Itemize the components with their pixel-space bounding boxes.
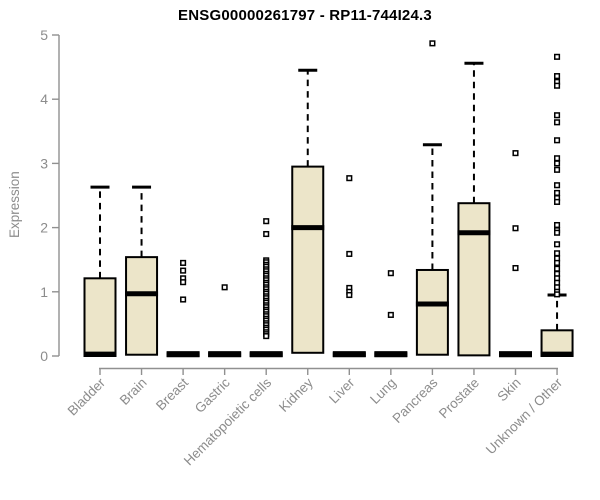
x-tick-label: Bladder bbox=[65, 375, 109, 419]
outlier-point bbox=[180, 267, 187, 274]
outlier-point bbox=[554, 182, 561, 189]
x-tick-label: Lung bbox=[367, 375, 399, 407]
outlier-point bbox=[263, 218, 270, 225]
box-pancreas bbox=[415, 40, 449, 356]
x-tick-label: Pancreas bbox=[390, 375, 441, 426]
y-tick-label: 5 bbox=[40, 27, 48, 43]
outlier-point bbox=[554, 137, 561, 144]
outlier-point bbox=[554, 265, 561, 272]
x-tick-label: Liver bbox=[326, 375, 358, 407]
outlier-point bbox=[221, 284, 228, 291]
outlier-point bbox=[180, 259, 187, 266]
outlier-point bbox=[554, 73, 561, 80]
outlier-point bbox=[554, 241, 561, 248]
y-tick-label: 4 bbox=[40, 91, 48, 107]
outlier-point bbox=[554, 82, 561, 89]
box-unknown-other bbox=[540, 53, 574, 358]
y-tick-label: 3 bbox=[40, 155, 48, 171]
box-bladder bbox=[83, 185, 117, 357]
outlier-point bbox=[554, 155, 561, 162]
x-tick-label: Prostate bbox=[436, 375, 482, 421]
outlier-point bbox=[346, 250, 353, 257]
outlier-point bbox=[387, 270, 394, 277]
outlier-point bbox=[346, 291, 353, 299]
box-kidney bbox=[291, 68, 325, 354]
outlier-point bbox=[554, 250, 561, 257]
box-prostate bbox=[457, 61, 491, 357]
outlier-point bbox=[263, 230, 270, 238]
outlier-point bbox=[554, 189, 561, 196]
box-lung bbox=[374, 270, 408, 358]
outlier-point bbox=[387, 311, 394, 318]
outlier-point bbox=[263, 333, 270, 340]
outlier-point bbox=[512, 264, 519, 272]
outlier-point bbox=[554, 119, 561, 126]
outlier-point bbox=[554, 259, 561, 266]
outlier-point bbox=[554, 160, 561, 167]
box-hematopoietic-cells bbox=[249, 218, 283, 358]
x-tick-label: Breast bbox=[153, 375, 191, 413]
box-gastric bbox=[208, 284, 242, 358]
x-tick-label: Skin bbox=[494, 375, 523, 404]
outlier-point bbox=[512, 150, 519, 157]
y-tick-label: 0 bbox=[40, 348, 48, 364]
box-rect bbox=[83, 277, 117, 357]
y-tick-label: 1 bbox=[40, 284, 48, 300]
outlier-point bbox=[554, 229, 561, 236]
box-brain bbox=[125, 185, 159, 356]
x-tick-label: Unknown / Other bbox=[483, 375, 566, 458]
outlier-point bbox=[554, 53, 561, 60]
outlier-point bbox=[180, 279, 187, 286]
outlier-point bbox=[554, 198, 561, 205]
outlier-point bbox=[512, 225, 519, 232]
outlier-point bbox=[554, 221, 561, 229]
outlier-point bbox=[554, 166, 561, 173]
box-breast bbox=[166, 259, 200, 358]
x-tick-label: Brain bbox=[117, 375, 150, 408]
box-rect bbox=[415, 268, 449, 356]
y-tick-label: 2 bbox=[40, 220, 48, 236]
box-liver bbox=[332, 175, 366, 358]
x-tick-label: Kidney bbox=[276, 375, 316, 415]
outlier-point bbox=[180, 296, 187, 303]
x-tick-label: Gastric bbox=[192, 375, 233, 416]
outlier-point bbox=[554, 291, 561, 298]
box-rect bbox=[291, 165, 325, 354]
outlier-point bbox=[346, 175, 353, 182]
y-axis: 0 1 2 3 4 5 bbox=[40, 27, 60, 364]
chart-title: ENSG00000261797 - RP11-744I24.3 bbox=[178, 7, 432, 24]
box-rect bbox=[457, 202, 491, 357]
outlier-point bbox=[429, 40, 436, 47]
outlier-point bbox=[554, 112, 561, 119]
box-skin bbox=[499, 150, 532, 358]
box-rect bbox=[125, 256, 159, 356]
